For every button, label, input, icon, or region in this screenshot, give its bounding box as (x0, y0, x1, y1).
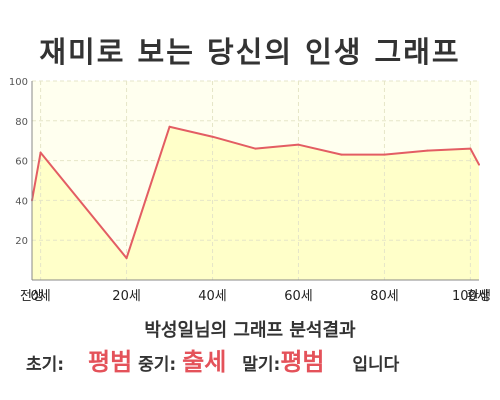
result-summary: 초기: 평범 중기: 출세 말기:평범 입니다 (26, 346, 486, 381)
y-tick-label: 20 (15, 236, 28, 247)
x-tick-label: 40세 (198, 289, 227, 304)
x-tick-label: 60세 (284, 289, 313, 304)
late-value: 평범 (280, 348, 325, 376)
middle-value: 출세 (182, 348, 227, 376)
data-point (426, 149, 429, 152)
result-suffix: 입니다 (352, 355, 400, 375)
y-tick-label: 40 (15, 196, 28, 207)
area-fill (32, 126, 479, 281)
series-line (31, 125, 480, 260)
data-point (125, 257, 128, 260)
y-tick-label: 60 (15, 157, 28, 168)
late-label: 말기: (242, 355, 281, 375)
x-tick-label: 20세 (112, 289, 141, 304)
x-tick-label: 80세 (370, 289, 399, 304)
result-title: 박성일님의 그래프 분석결과 (144, 320, 356, 341)
x-tick-label: 전생 (20, 289, 44, 304)
middle-label: 중기: (138, 355, 177, 375)
data-point (469, 147, 472, 150)
data-point (478, 163, 480, 166)
data-point (254, 147, 257, 150)
x-tick-label: 환생 (467, 289, 491, 304)
data-point (211, 135, 214, 138)
chart-title: 재미로 보는 당신의 인생 그래프 (39, 35, 461, 69)
data-point (39, 151, 42, 154)
data-point (340, 153, 343, 156)
y-tick-label: 80 (15, 117, 28, 128)
data-point (383, 153, 386, 156)
x-tick-label: 100세 (452, 289, 489, 304)
data-point (297, 143, 300, 146)
early-label: 초기: (26, 355, 65, 375)
x-tick-label: 0세 (30, 289, 50, 304)
y-tick-label: 100 (9, 77, 28, 88)
data-point (168, 125, 171, 128)
early-value: 평범 (88, 348, 133, 376)
